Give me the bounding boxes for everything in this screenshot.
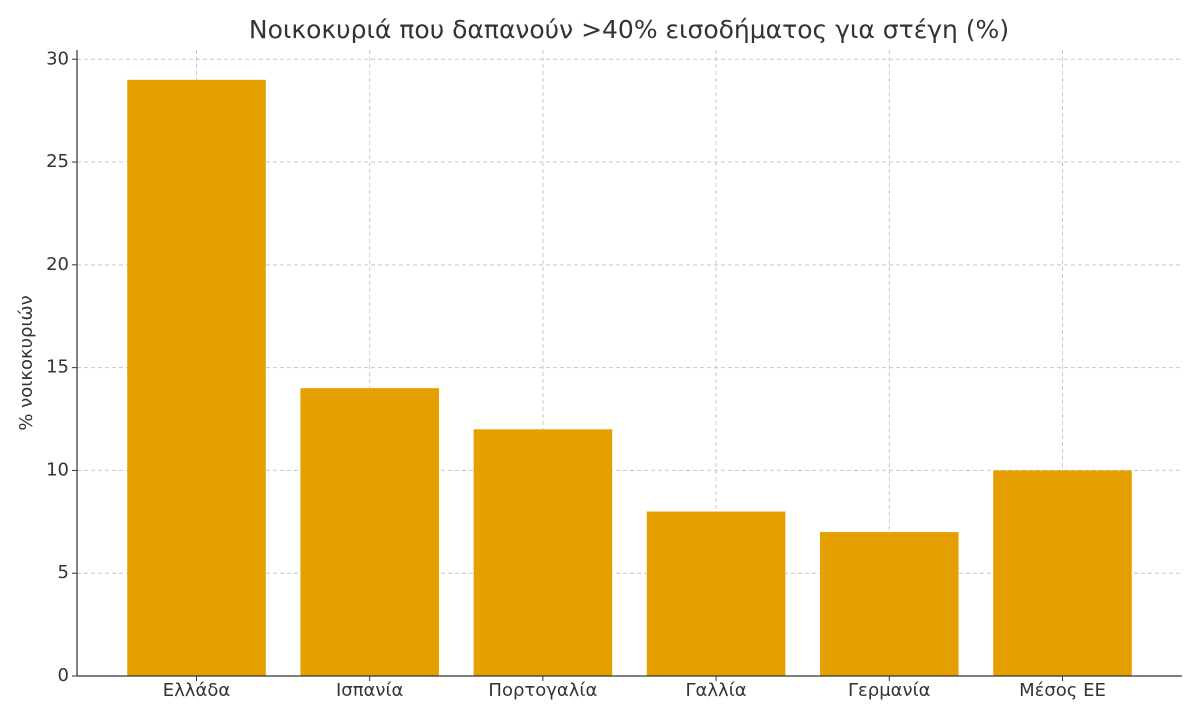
- y-tick-label: 30: [46, 48, 69, 69]
- x-tick-label: Πορτογαλία: [488, 680, 597, 701]
- x-tick-label: Μέσος ΕΕ: [1019, 680, 1106, 701]
- bar: [993, 470, 1132, 676]
- y-axis-label: % νοικοκυριών: [16, 295, 37, 430]
- y-tick-label: 15: [46, 357, 69, 378]
- y-tick-label: 25: [46, 151, 69, 172]
- x-tick-label: Γερμανία: [848, 680, 931, 701]
- y-tick-label: 0: [58, 665, 69, 686]
- x-tick-label: Γαλλία: [686, 680, 747, 701]
- bar: [127, 79, 266, 677]
- bar: [820, 532, 959, 676]
- bar: [646, 511, 786, 676]
- y-tick-label: 20: [46, 254, 69, 275]
- bar: [473, 429, 613, 676]
- y-tick-label: 5: [58, 562, 69, 583]
- y-tick-label: 10: [46, 459, 69, 480]
- x-tick-label: Ελλάδα: [163, 680, 230, 701]
- x-tick-label: Ισπανία: [336, 680, 403, 701]
- chart-title: Νοικοκυριά που δαπανούν >40% εισοδήματος…: [249, 15, 1009, 44]
- bar: [300, 388, 439, 676]
